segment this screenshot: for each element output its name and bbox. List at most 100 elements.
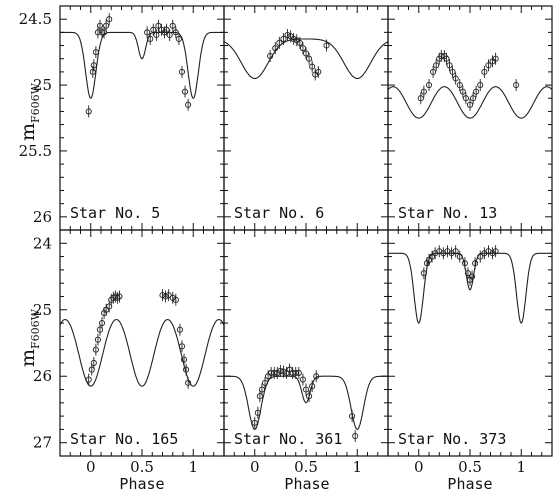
data-point xyxy=(290,35,297,42)
data-point xyxy=(443,55,450,62)
data-point xyxy=(286,366,293,373)
data-point xyxy=(296,39,303,46)
lightcurve-panel: 24.5 25 25.5 26 Star No. 5 xyxy=(19,5,225,231)
data-point xyxy=(166,31,173,39)
data-point xyxy=(261,379,269,386)
data-point xyxy=(178,68,186,75)
data-point xyxy=(283,369,290,376)
data-point xyxy=(265,373,272,380)
panel-label: Star No. 165 xyxy=(70,430,178,448)
data-point xyxy=(181,88,189,95)
y-tick-label: 26 xyxy=(33,208,52,226)
panel-label: Star No. 361 xyxy=(234,430,342,448)
data-point xyxy=(461,260,468,267)
y-axis-label-main: m xyxy=(17,123,39,141)
x-tick-label: 0.5 xyxy=(294,458,318,476)
x-tick-label: 0 xyxy=(414,458,424,476)
data-point xyxy=(254,409,261,416)
data-point xyxy=(349,413,356,420)
data-point xyxy=(94,336,101,343)
data-point xyxy=(309,63,316,70)
data-point xyxy=(425,82,433,89)
data-point xyxy=(489,250,496,257)
data-point xyxy=(313,373,320,380)
data-point xyxy=(90,359,97,366)
data-point xyxy=(92,346,99,353)
model-curve xyxy=(60,31,224,99)
data-point xyxy=(180,356,188,363)
data-point xyxy=(456,253,463,260)
data-point xyxy=(268,369,275,376)
data-point xyxy=(101,29,108,36)
x-tick-label: 0.5 xyxy=(130,458,154,476)
data-point xyxy=(175,35,182,42)
y-tick-label: 25.5 xyxy=(19,142,52,160)
y-tick-label: 24.5 xyxy=(19,10,52,28)
x-axis-label: Phase xyxy=(284,475,329,493)
y-tick-label: 26 xyxy=(33,367,52,385)
data-point xyxy=(456,82,463,89)
panel-frame xyxy=(223,229,389,457)
data-point xyxy=(144,29,151,36)
data-point xyxy=(277,367,284,374)
data-point xyxy=(284,31,291,39)
data-point xyxy=(462,95,469,102)
data-point xyxy=(106,303,113,310)
data-point xyxy=(106,16,113,23)
data-point xyxy=(306,393,313,400)
data-point xyxy=(309,383,316,390)
data-point xyxy=(98,29,106,36)
model-curve xyxy=(388,252,552,324)
panel-frame xyxy=(387,229,553,457)
svg-text:mF606W: mF606W xyxy=(17,82,42,141)
data-point xyxy=(302,386,310,393)
data-point xyxy=(280,35,287,42)
y-tick-label: 25 xyxy=(33,76,52,94)
data-point xyxy=(429,253,436,260)
x-axis-label: Phase xyxy=(447,475,492,493)
data-point xyxy=(251,419,258,426)
lightcurve-panel: 0 0.5 1 Star No. 373 xyxy=(387,229,553,476)
data-point xyxy=(108,296,115,303)
data-point xyxy=(452,248,459,255)
y-axis-label: mF606W xyxy=(17,82,42,141)
y-axis-label-subscript: F606W xyxy=(29,82,42,123)
data-point xyxy=(446,62,453,69)
x-axis-label: Phase xyxy=(119,475,164,493)
data-point xyxy=(98,320,106,327)
data-point xyxy=(169,22,176,29)
data-point xyxy=(295,369,302,376)
data-point xyxy=(94,29,101,36)
data-point xyxy=(423,260,431,267)
y-axis-label-subscript: F606W xyxy=(29,308,42,349)
lightcurve-panel: 0 0.5 1 Star No. 361 xyxy=(223,229,389,476)
data-point xyxy=(103,22,110,29)
data-point xyxy=(85,376,92,383)
data-point xyxy=(88,366,95,373)
data-point xyxy=(438,53,445,60)
data-point xyxy=(485,62,492,69)
x-tick-label: 0 xyxy=(250,458,260,476)
data-point xyxy=(169,294,176,301)
data-point xyxy=(267,53,274,60)
data-point xyxy=(352,433,359,440)
data-point xyxy=(280,368,287,375)
data-point xyxy=(481,68,488,75)
data-point xyxy=(172,29,179,36)
y-tick-label: 27 xyxy=(33,434,52,452)
data-point xyxy=(276,39,283,46)
data-point xyxy=(163,26,170,33)
data-point xyxy=(103,306,110,313)
x-tick-label: 1 xyxy=(516,458,526,476)
data-point xyxy=(96,326,104,333)
data-point xyxy=(430,68,437,75)
data-point xyxy=(302,50,310,57)
data-point xyxy=(271,369,278,376)
data-point xyxy=(272,45,279,52)
data-point xyxy=(92,49,99,56)
data-point xyxy=(433,62,440,69)
data-point xyxy=(155,22,162,29)
data-point xyxy=(162,293,169,300)
lightcurve-panel: Star No. 13 xyxy=(387,5,553,231)
